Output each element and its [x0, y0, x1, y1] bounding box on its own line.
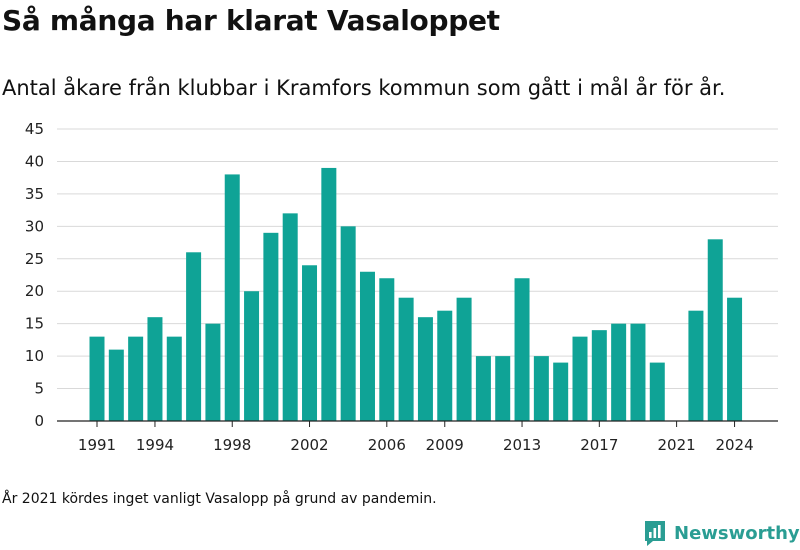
bar-2017	[591, 330, 607, 421]
newsworthy-logo: Newsworthy	[643, 519, 800, 547]
bar-2000	[263, 232, 279, 421]
y-tick-label: 45	[25, 120, 44, 138]
bar-1993	[128, 336, 144, 421]
x-tick-label: 1991	[78, 436, 116, 454]
footnote: År 2021 kördes inget vanligt Vasalopp på…	[2, 491, 437, 507]
x-tick-label: 2021	[658, 436, 696, 454]
y-tick-label: 10	[25, 347, 44, 365]
bar-2019	[630, 323, 646, 421]
y-tick-label: 5	[34, 380, 44, 398]
bar-1996	[186, 252, 202, 421]
x-tick-label: 2006	[368, 436, 406, 454]
y-tick-label: 25	[25, 250, 44, 268]
chart-title: Så många har klarat Vasaloppet	[2, 4, 500, 37]
bar-1999	[244, 291, 260, 421]
bar-2014	[533, 356, 549, 421]
bar-2002	[302, 265, 318, 421]
bar-2015	[553, 362, 569, 421]
bar-2004	[340, 226, 356, 421]
bar-2006	[379, 278, 395, 421]
bar-2022	[688, 310, 704, 421]
bar-2013	[514, 278, 530, 421]
x-tick-label: 2024	[715, 436, 753, 454]
x-tick-label: 2002	[290, 436, 328, 454]
bar-2020	[649, 362, 665, 421]
bar-1998	[224, 174, 240, 421]
bar-1994	[147, 317, 163, 421]
bar-2008	[417, 317, 433, 421]
bar-1997	[205, 323, 221, 421]
chart-subtitle: Antal åkare från klubbar i Kramfors komm…	[2, 76, 726, 100]
bar-2007	[398, 297, 414, 421]
bar-2009	[437, 310, 453, 421]
y-tick-label: 35	[25, 185, 44, 203]
bar-2023	[707, 239, 723, 421]
x-tick-label: 1994	[136, 436, 174, 454]
y-tick-label: 40	[25, 152, 44, 170]
bar-1992	[108, 349, 124, 421]
bar-2003	[321, 167, 337, 421]
y-tick-label: 15	[25, 315, 44, 333]
bar-1995	[166, 336, 182, 421]
bar-2018	[611, 323, 627, 421]
newsworthy-icon	[645, 521, 665, 546]
bar-2010	[456, 297, 472, 421]
bar-2016	[572, 336, 588, 421]
x-tick-label: 2017	[580, 436, 618, 454]
y-tick-label: 30	[25, 217, 44, 235]
bar-2001	[282, 213, 298, 421]
bar-1991	[89, 336, 105, 421]
bar-2011	[475, 356, 491, 421]
bar-2024	[727, 297, 743, 421]
x-tick-label: 2009	[426, 436, 464, 454]
bar-chart: 0 5 10 15 20 25 30 35 40 45 1991 1994 1998 2002 2006 20…	[25, 120, 778, 454]
x-tick-label: 2013	[503, 436, 541, 454]
y-tick-label: 20	[25, 282, 44, 300]
y-tick-label: 0	[34, 412, 44, 430]
brand-name: Newsworthy	[674, 522, 800, 544]
bar-2005	[359, 271, 375, 421]
x-tick-label: 1998	[213, 436, 251, 454]
bar-2012	[495, 356, 511, 421]
